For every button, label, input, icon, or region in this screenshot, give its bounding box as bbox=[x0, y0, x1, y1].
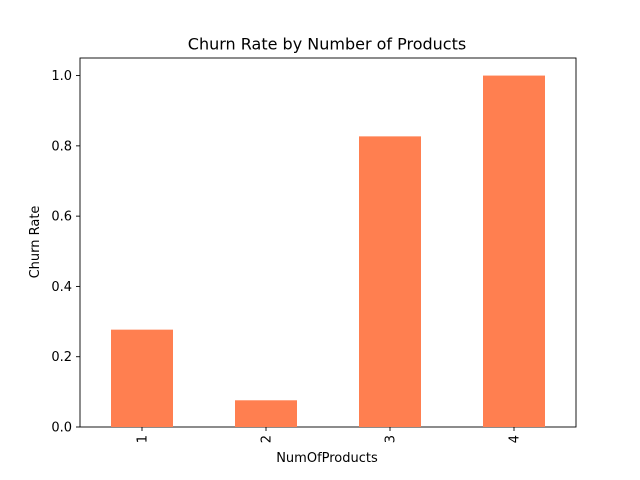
chart-title: Churn Rate by Number of Products bbox=[188, 35, 466, 54]
x-tick-label: 2 bbox=[260, 435, 275, 443]
bar-3 bbox=[359, 136, 421, 427]
y-axis: 0.0 0.2 0.4 0.6 0.8 1.0 bbox=[51, 69, 80, 436]
bar-1 bbox=[111, 329, 173, 427]
x-tick-label: 4 bbox=[508, 435, 523, 443]
plot-area bbox=[79, 57, 577, 428]
y-axis-title: Churn Rate bbox=[28, 206, 43, 279]
y-tick-label: 0.8 bbox=[51, 139, 72, 154]
x-tick-label: 1 bbox=[136, 435, 151, 443]
bar-2 bbox=[235, 400, 297, 427]
y-tick-label: 0.4 bbox=[51, 280, 72, 295]
x-tick-label: 3 bbox=[384, 435, 399, 443]
x-axis-title: NumOfProducts bbox=[276, 451, 378, 466]
y-tick-label: 0.6 bbox=[51, 210, 72, 225]
y-tick-label: 1.0 bbox=[51, 69, 72, 84]
y-tick-label: 0.0 bbox=[51, 421, 72, 436]
y-tick-label: 0.2 bbox=[51, 350, 72, 365]
bar-4 bbox=[483, 75, 545, 427]
x-axis: 1 2 3 4 bbox=[136, 427, 523, 443]
plot-frame bbox=[79, 57, 577, 428]
bars bbox=[111, 75, 545, 427]
